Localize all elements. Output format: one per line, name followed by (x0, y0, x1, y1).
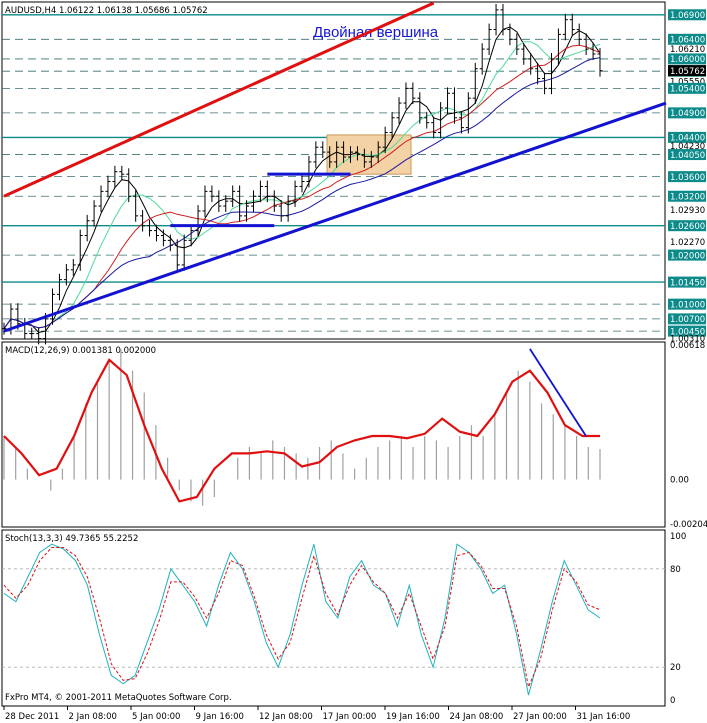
price-label-bg (668, 298, 706, 310)
price-layer (1, 1, 667, 345)
macd-axis-label: 0.00 (670, 476, 689, 486)
price-label-bg (668, 149, 706, 161)
price-label: 1.00700 (670, 315, 705, 325)
stoch-layer: 100 80 20 0 (2, 532, 686, 706)
macd-signal-line (3, 358, 600, 503)
annotation-double-top: Двойная вершина (313, 24, 439, 41)
price-label-bg (668, 171, 706, 183)
current-price-bg (668, 65, 706, 77)
macd-layer: 0.00618 0.00 -0.00204 (3, 341, 707, 530)
price-label-bg (668, 82, 706, 94)
x-tick-label: 9 Jan 16:00 (196, 712, 244, 722)
price-label: 1.04050 (670, 151, 705, 161)
price-label: 1.02000 (670, 251, 705, 261)
x-tick-label: 31 Jan 16:00 (577, 712, 631, 722)
price-label-bg (668, 53, 706, 65)
macd-panel-frame (1, 341, 666, 528)
price-label: 1.01450 (670, 278, 705, 288)
price-label-bg (668, 249, 706, 261)
price-label: 1.06400 (670, 36, 705, 46)
stoch-title: Stoch(13,3,3) 49.7365 55.2252 (5, 534, 138, 544)
price-label: 1.06210 (670, 45, 705, 55)
x-tick-label: 12 Jan 08:00 (259, 712, 313, 722)
price-label: 1.06900 (670, 11, 705, 21)
x-axis: 28 Dec 2011 2 Jan 08:00 5 Jan 00:00 9 Jan 1… (3, 706, 631, 722)
current-price-label: 1.05762 (670, 67, 705, 77)
x-tick-label: 5 Jan 00:00 (132, 712, 180, 722)
stoch-axis-label: 20 (670, 663, 681, 673)
price-label-bg (668, 131, 706, 143)
stoch-axis-label: 100 (670, 532, 686, 542)
price-label-bg (668, 313, 706, 325)
stoch-axis-label: 80 (670, 565, 681, 575)
price-axis: 1.069001.064001.062101.060001.057501.055… (668, 9, 706, 344)
x-tick-label: 17 Jan 00:00 (323, 712, 377, 722)
price-label: 1.04400 (670, 134, 705, 144)
stoch-panel-frame (1, 529, 666, 707)
price-label: 1.03200 (670, 193, 705, 203)
price-label: 1.02270 (670, 238, 705, 248)
price-label: 1.05550 (670, 77, 705, 87)
price-label-bg (668, 107, 706, 119)
x-tick-label: 2 Jan 08:00 (69, 712, 117, 722)
footer-copyright: FxPro MT4, © 2001-2011 MetaQuotes Softwa… (5, 693, 232, 703)
x-tick-label: 24 Jan 08:00 (450, 712, 504, 722)
price-label: 1.05400 (670, 85, 705, 95)
lower-trendline (3, 101, 667, 333)
price-label: 1.01000 (670, 300, 705, 310)
price-label: 1.04230 (670, 142, 705, 152)
macd-title: MACD(12,26,9) 0.001381 0.002000 (5, 346, 156, 356)
x-tick-label: 28 Dec 2011 (5, 712, 59, 722)
price-label-bg (668, 325, 706, 337)
price-label-bg (668, 9, 706, 21)
price-label-bg (668, 33, 706, 45)
price-label-bg (668, 276, 706, 288)
price-label: 1.06000 (670, 55, 705, 65)
macd-axis-label: 0.00618 (670, 341, 705, 351)
price-label: 1.03600 (670, 173, 705, 183)
price-panel-frame (1, 1, 666, 340)
macd-divergence-line (529, 348, 587, 437)
stoch-main-line (3, 543, 601, 696)
x-tick-label: 19 Jan 16:00 (386, 712, 440, 722)
ma-green-line (3, 41, 601, 329)
ma-red-line (3, 44, 601, 329)
price-label-bg (668, 220, 706, 232)
stoch-axis-label: 0 (670, 696, 675, 706)
price-label-bg (668, 190, 706, 202)
price-label: 1.02600 (670, 222, 705, 232)
price-label: 1.00310 (670, 334, 705, 344)
macd-axis-label: -0.00204 (670, 520, 707, 530)
ma-navy-line (3, 57, 601, 329)
price-label: 1.04900 (670, 109, 705, 119)
x-tick-label: 27 Jan 00:00 (513, 712, 567, 722)
upper-trendline (3, 1, 435, 198)
price-title: AUDUSD,H4 1.06122 1.06138 1.05686 1.0576… (5, 6, 208, 16)
price-label: 1.00450 (670, 327, 705, 337)
price-label: 1.02930 (670, 206, 705, 216)
